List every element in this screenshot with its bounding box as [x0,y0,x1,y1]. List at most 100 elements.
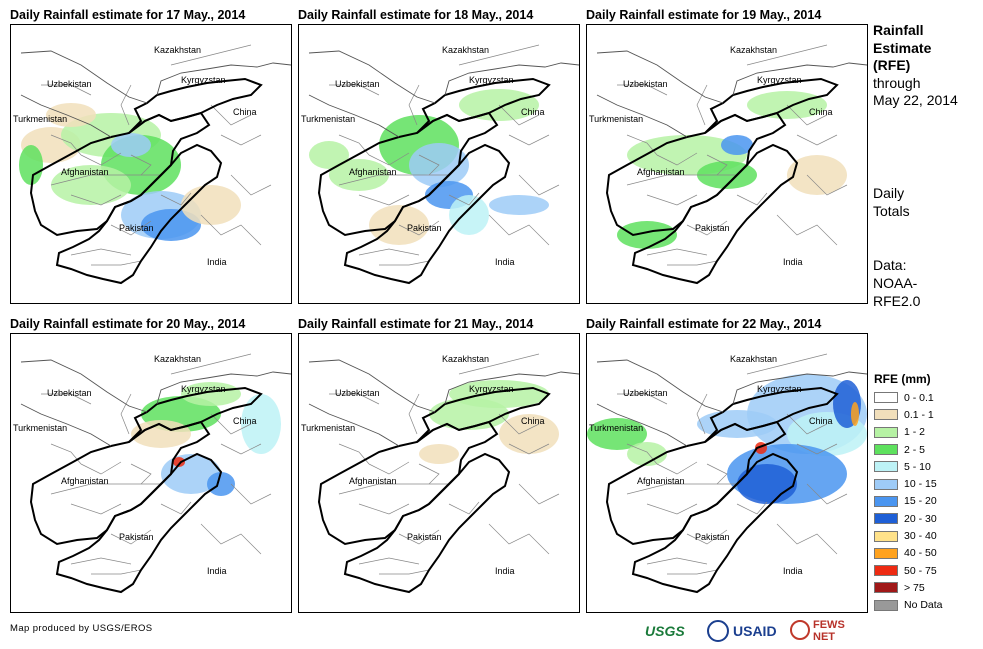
rainfall-map: Kazakhstan Uzbekistan Kyrgyzstan Turkmenist… [586,333,868,613]
country-boundary [596,94,688,138]
legend-label: 2 - 5 [904,443,926,456]
map-credit: Map produced by USGS/EROS [10,623,153,634]
country-boundary [343,452,511,594]
legend-item: 0 - 0.1 [874,389,943,406]
country-boundary [605,111,787,237]
legend-label: 20 - 30 [904,512,937,525]
legend-item: 40 - 50 [874,545,943,562]
district-boundary [418,154,440,176]
rainfall-area [851,402,859,426]
district-boundary [338,483,449,495]
legend-item: 1 - 2 [874,424,943,441]
legend-item: 15 - 20 [874,493,943,510]
district-boundary [358,503,410,515]
country-label: Kazakhstan [442,354,489,364]
country-label: Uzbekistan [623,388,668,398]
district-boundary [230,174,272,196]
country-boundary [416,386,551,443]
district-boundary [329,393,380,405]
rainfall-area [617,221,677,249]
district-boundary [170,44,252,66]
usaid-seal-icon [707,620,729,642]
district-boundary [646,503,698,515]
district-boundary [656,152,698,166]
country-label: Uzbekistan [47,388,92,398]
legend-swatch [874,565,898,577]
rainfall-map: Kazakhstan Uzbekistan Kyrgyzstan Turkmenist… [10,24,292,304]
district-boundary [130,154,152,176]
district-boundary [786,104,828,126]
district-boundary [80,152,122,166]
legend-label: > 75 [904,581,925,594]
legend-swatch [874,513,898,525]
country-label: Pakistan [407,223,442,233]
legend-swatch [874,461,898,473]
legend-label: 0.1 - 1 [904,408,934,421]
title-line: May 22, 2014 [873,92,958,108]
district-boundary [746,44,828,66]
district-boundary [91,260,142,266]
legend-label: No Data [904,599,943,612]
district-boundary [70,194,122,206]
district-boundary [696,393,708,435]
legend-swatch [874,478,898,490]
country-boundary [317,420,499,546]
logo-strip: USGS USAID FEWS NET [645,619,865,643]
country-boundary [704,386,839,443]
legend-item: 0.1 - 1 [874,406,943,423]
country-label: India [207,257,227,267]
country-label: Kyrgyzstan [757,75,802,85]
country-boundary [20,359,148,413]
country-boundary [444,62,579,96]
district-boundary [706,463,728,485]
district-boundary [368,461,410,475]
panel-title: Daily Rainfall estimate for 18 May., 201… [298,8,534,22]
district-boundary [508,134,550,146]
country-label: China [809,416,833,426]
district-boundary [358,194,410,206]
country-label: Pakistan [407,532,442,542]
usaid-logo: USAID [733,623,777,639]
district-boundary [120,393,132,435]
legend-item: 20 - 30 [874,510,943,527]
country-label: Turkmenistan [301,423,355,433]
rainfall-area [787,155,847,195]
district-boundary [200,523,262,555]
country-label: Afghanistan [637,167,685,177]
district-boundary [646,194,698,206]
country-boundary [444,371,579,405]
district-boundary [220,134,262,146]
district-boundary [458,44,540,66]
country-boundary [156,62,291,96]
country-boundary [605,420,787,546]
legend-swatch [874,426,898,438]
rainfall-area [587,418,647,450]
district-boundary [110,220,152,236]
country-label: India [495,257,515,267]
country-boundary [596,50,724,104]
district-boundary [338,174,449,186]
country-label: Turkmenistan [301,114,355,124]
legend-swatch [874,392,898,404]
district-boundary [110,529,152,545]
country-label: Kyrgyzstan [181,384,226,394]
legend-swatch [874,495,898,507]
title-line: (RFE) [873,57,911,73]
rainfall-area [489,195,549,215]
country-label: China [233,416,257,426]
country-boundary [317,111,499,237]
country-label: Uzbekistan [335,79,380,89]
title-line: Rainfall [873,22,924,38]
district-boundary [626,483,737,495]
district-boundary [706,154,728,176]
district-boundary [498,413,540,435]
country-label: Afghanistan [349,476,397,486]
district-boundary [656,461,698,475]
district-boundary [70,503,122,515]
district-boundary [806,174,848,196]
district-boundary [358,248,420,256]
district-boundary [736,192,768,206]
rainfall-area [141,209,201,241]
rainfall-area [449,380,549,408]
district-boundary [786,413,828,435]
